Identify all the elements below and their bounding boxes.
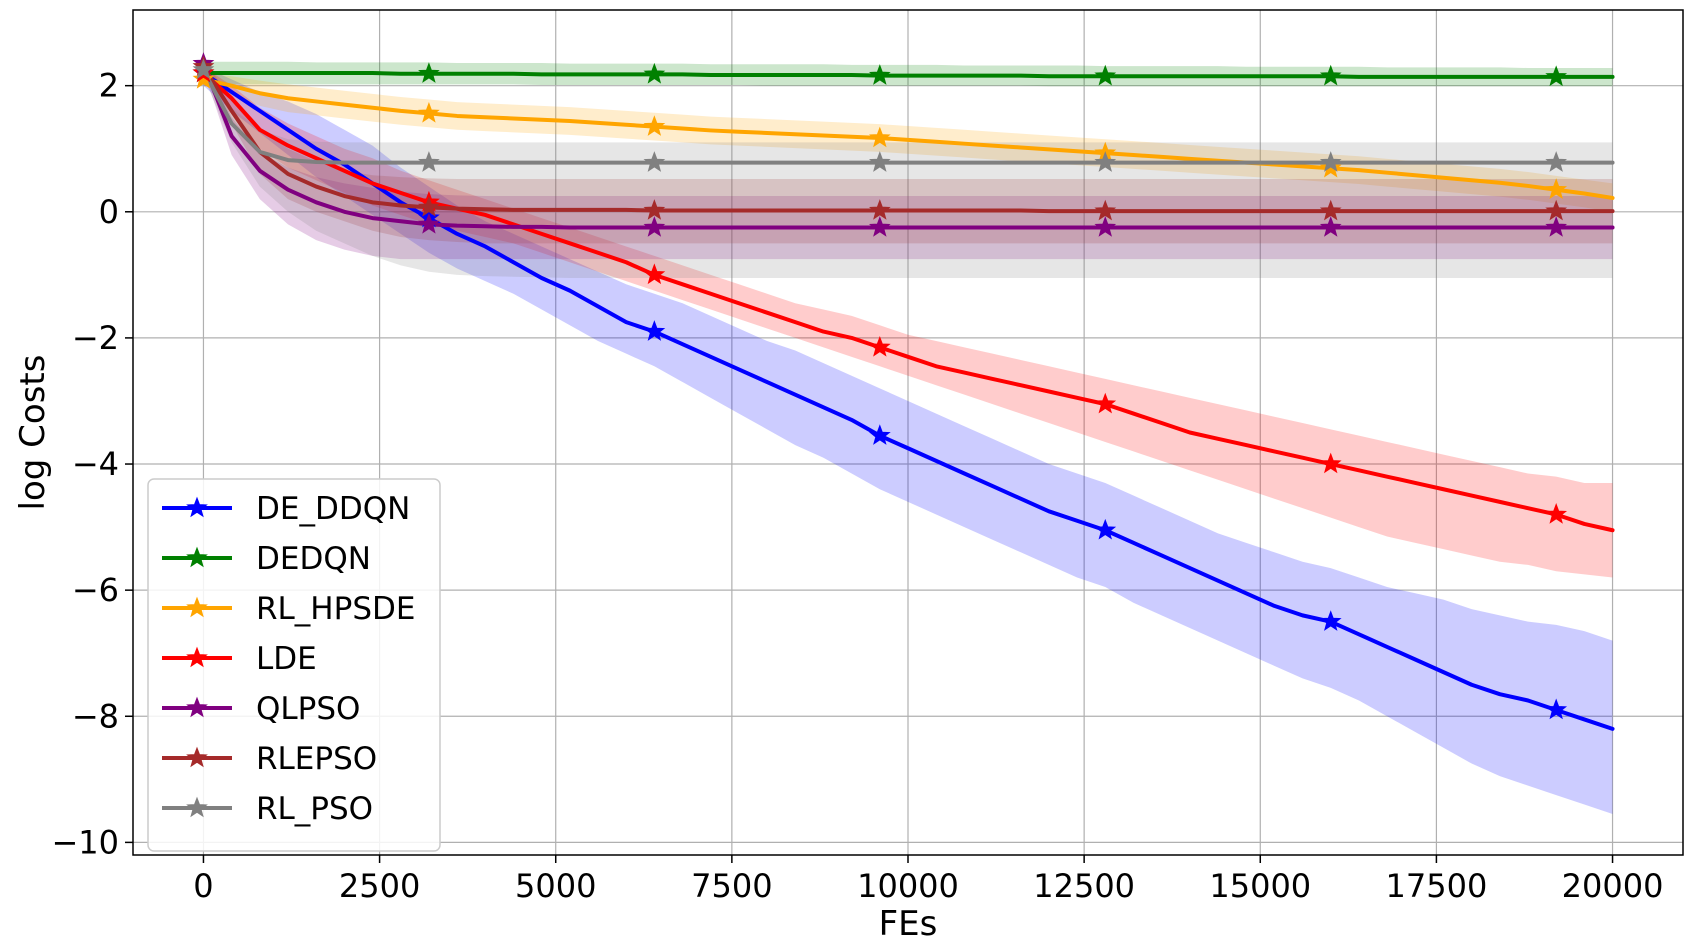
marker-de-ddqn	[868, 424, 891, 445]
marker-qlpso	[1319, 216, 1342, 237]
legend-marker-rl-hpsde	[186, 596, 208, 618]
marker-qlpso	[868, 216, 891, 237]
y-tick-label: −8	[72, 697, 119, 735]
marker-rl-pso	[1094, 151, 1117, 172]
y-tick-label: 2	[99, 67, 119, 105]
legend: DE_DDQN DEDQN RL_HPSDE LDE QLPSO RLEPSO RL_PSO	[147, 478, 441, 852]
marker-de-ddqn	[643, 320, 666, 341]
legend-label-rl-pso: RL_PSO	[256, 791, 373, 827]
y-axis-ticks: 2 0 −2 −4 −6 −8 −10	[51, 67, 133, 861]
x-tick-label: 17500	[1386, 867, 1488, 905]
marker-qlpso	[1094, 216, 1117, 237]
marker-lde	[1094, 392, 1117, 414]
marker-dedqn	[418, 62, 440, 83]
marker-qlpso	[1545, 216, 1568, 237]
marker-rl-hpsde	[192, 67, 215, 89]
marker-dedqn	[1094, 64, 1117, 86]
band-rl-pso	[203, 63, 1613, 278]
band-de-ddqn	[203, 66, 1613, 815]
marker-de-ddqn	[1545, 698, 1568, 720]
marker-dedqn	[643, 62, 666, 84]
legend-marker-dedqn	[186, 546, 208, 568]
marker-rlepso	[868, 199, 891, 220]
marker-rl-hpsde	[868, 126, 891, 148]
marker-lde	[1319, 452, 1342, 474]
marker-dedqn	[1319, 64, 1342, 86]
marker-rlepso	[1319, 199, 1342, 221]
legend-marker-rl-pso	[186, 796, 208, 818]
marker-qlpso	[643, 216, 666, 237]
y-axis-label: log Costs	[13, 355, 53, 511]
marker-lde	[1545, 503, 1568, 524]
y-tick-label: −10	[51, 823, 119, 861]
legend-marker-qlpso	[186, 696, 208, 718]
marker-rl-pso	[1319, 151, 1342, 172]
x-tick-label: 2500	[339, 867, 420, 905]
marker-rl-hpsde	[418, 101, 440, 123]
y-tick-label: 0	[99, 193, 119, 231]
marker-rlepso	[1094, 199, 1117, 221]
x-tick-label: 15000	[1209, 867, 1311, 905]
x-tick-label: 5000	[515, 867, 596, 905]
legend-label-qlpso: QLPSO	[256, 691, 360, 727]
legend-marker-rlepso	[186, 746, 208, 768]
marker-rl-hpsde	[1545, 178, 1568, 199]
line-qlpso	[201, 61, 1615, 230]
marker-rlepso	[643, 199, 666, 220]
marker-de-ddqn	[1094, 518, 1117, 540]
y-tick-label: −2	[72, 319, 119, 357]
legend-marker-de-ddqn	[186, 496, 208, 518]
legend-label-rlepso: RLEPSO	[256, 741, 377, 777]
y-tick-label: −6	[72, 571, 119, 609]
x-tick-label: 7500	[691, 867, 772, 905]
x-tick-label: 10000	[857, 867, 959, 905]
marker-lde	[643, 263, 666, 285]
marker-dedqn	[868, 64, 891, 85]
series-markers	[192, 52, 1568, 720]
line-rl-hpsde	[201, 77, 1615, 200]
band-rlepso	[203, 60, 1613, 244]
band-rl-hpsde	[203, 73, 1613, 212]
x-tick-label: 0	[193, 867, 213, 905]
legend-label-dedqn: DEDQN	[256, 541, 371, 577]
x-axis-label: FEs	[879, 904, 938, 944]
x-axis-ticks: 0 2500 5000 7500 10000 12500 15000 17500 20000	[193, 855, 1663, 905]
marker-rlepso	[418, 195, 440, 217]
marker-rl-pso	[643, 151, 666, 172]
marker-rl-pso	[192, 58, 215, 80]
line-dedqn	[201, 71, 1615, 79]
x-tick-label: 12500	[1033, 867, 1135, 905]
legend-label-de-ddqn: DE_DDQN	[256, 491, 410, 527]
marker-rl-pso	[418, 151, 440, 172]
marker-rlepso	[1545, 199, 1568, 221]
series-lines	[201, 61, 1615, 731]
marker-de-ddqn	[1319, 610, 1342, 631]
x-tick-label: 20000	[1562, 867, 1664, 905]
line-rlepso	[201, 64, 1615, 214]
y-tick-label: −4	[72, 445, 119, 483]
marker-qlpso	[418, 212, 440, 234]
marker-rl-pso	[1545, 151, 1568, 172]
marker-lde	[868, 335, 891, 357]
line-rl-pso	[201, 67, 1615, 165]
legend-marker-lde	[186, 646, 208, 668]
legend-label-lde: LDE	[256, 641, 317, 677]
marker-rl-pso	[868, 151, 891, 172]
legend-label-rl-hpsde: RL_HPSDE	[256, 591, 415, 627]
marker-rl-hpsde	[643, 115, 666, 136]
marker-dedqn	[1545, 65, 1568, 87]
